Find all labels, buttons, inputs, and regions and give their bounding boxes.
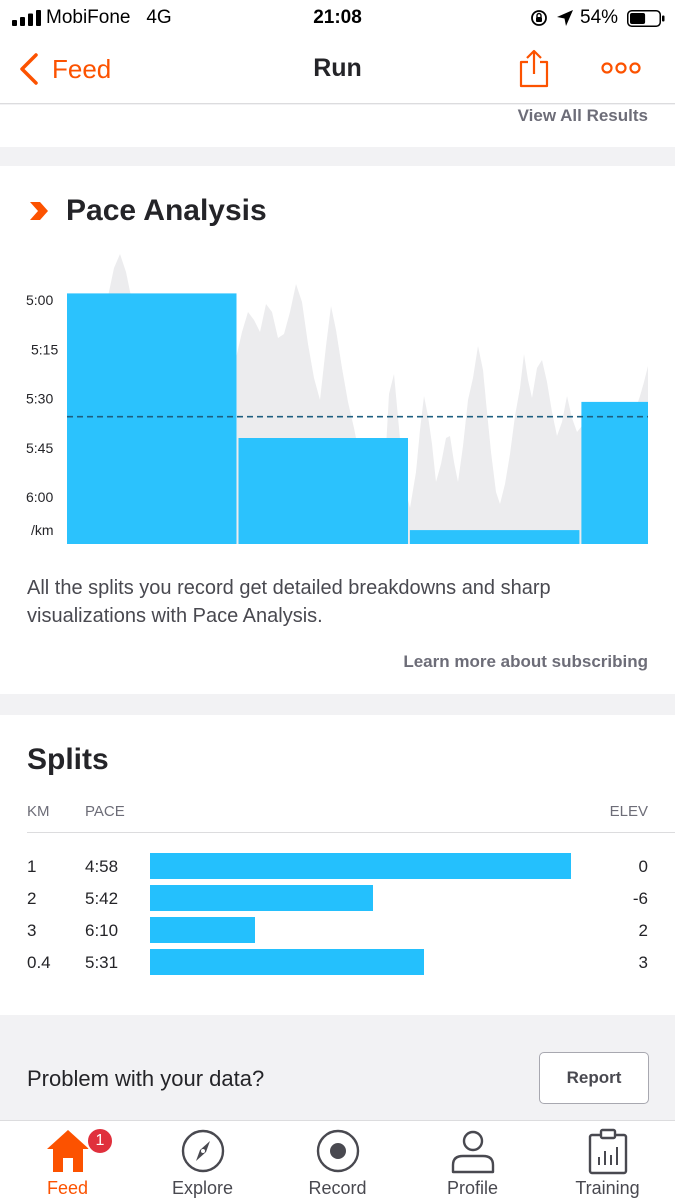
tab-explore[interactable]: Explore xyxy=(135,1121,270,1200)
pace-analysis-title: Pace Analysis xyxy=(66,194,267,227)
split-elev: 0 xyxy=(638,857,648,876)
split-pace: 6:10 xyxy=(85,921,119,940)
split-pace-bar xyxy=(150,949,424,975)
table-row: 1 4:58 0 xyxy=(0,852,675,884)
pace-bar xyxy=(67,293,237,544)
pace-analysis-description: All the splits you record get detailed b… xyxy=(27,577,551,627)
pace-bar xyxy=(409,530,580,544)
tab-training[interactable]: Training xyxy=(540,1121,675,1200)
y-tick-label: 5:45 xyxy=(26,440,53,456)
pace-axis: 5:00 5:15 5:30 5:45 6:00 /km xyxy=(26,292,58,538)
home-icon xyxy=(47,1130,89,1172)
pace-bars xyxy=(67,293,648,544)
divider xyxy=(27,832,675,833)
split-km: 1 xyxy=(27,857,37,876)
status-bar: MobiFone 4G 21:08 54% xyxy=(0,0,675,36)
split-elev: 3 xyxy=(638,953,648,972)
splits-card: Splits KM PACE ELEV 1 4:58 0 2 5:42 -6 3… xyxy=(0,715,675,1015)
pace-chart: 5:00 5:15 5:30 5:45 6:00 /km xyxy=(26,254,648,544)
summit-chevron-icon xyxy=(30,202,48,220)
status-time: 21:08 xyxy=(313,7,362,28)
training-icon xyxy=(588,1128,628,1175)
learn-more-subscribing-link[interactable]: Learn more about subscribing xyxy=(403,652,648,671)
y-tick-label: 5:00 xyxy=(26,292,53,308)
pace-analysis-card: Pace Analysis 5:00 5:15 5:30 5:45 6:00 /… xyxy=(0,166,675,694)
splits-header-elev: ELEV xyxy=(609,803,648,820)
pace-bar xyxy=(581,401,648,544)
tab-label: Profile xyxy=(446,1178,499,1198)
y-tick-label: 5:15 xyxy=(31,341,58,357)
split-pace-bar xyxy=(150,853,571,879)
chevron-left-icon xyxy=(20,53,38,85)
splits-header-km: KM xyxy=(27,803,50,820)
table-row: 3 6:10 2 xyxy=(0,916,675,948)
pace-analysis-header: Pace Analysis xyxy=(28,194,267,228)
y-tick-label: 6:00 xyxy=(26,489,53,505)
tab-record[interactable]: Record xyxy=(270,1121,405,1200)
split-pace: 4:58 xyxy=(85,857,119,876)
split-km: 3 xyxy=(27,921,37,940)
share-icon[interactable] xyxy=(518,48,550,88)
pace-bar xyxy=(238,438,408,544)
tab-label: Record xyxy=(308,1178,367,1198)
tab-feed[interactable]: 1 Feed xyxy=(0,1121,135,1200)
tab-label: Explore xyxy=(171,1178,234,1198)
split-km: 0.4 xyxy=(27,953,51,972)
table-row: 0.4 5:31 3 xyxy=(0,948,675,980)
tab-label: Training xyxy=(575,1178,640,1198)
y-tick-label: 5:30 xyxy=(26,391,53,407)
tab-label: Feed xyxy=(46,1178,89,1198)
notification-badge: 1 xyxy=(86,1127,114,1155)
split-pace: 5:42 xyxy=(85,889,119,908)
compass-icon xyxy=(181,1129,225,1173)
split-pace-bar xyxy=(150,885,374,911)
split-pace-bar xyxy=(150,917,256,943)
back-button[interactable]: Feed xyxy=(18,52,111,86)
splits-header-row: KM PACE ELEV xyxy=(0,803,675,833)
y-unit-label: /km xyxy=(31,522,54,538)
report-button[interactable]: Report xyxy=(539,1052,649,1104)
table-row: 2 5:42 -6 xyxy=(0,884,675,916)
location-arrow-icon xyxy=(557,10,573,26)
record-icon xyxy=(316,1129,360,1173)
tab-profile[interactable]: Profile xyxy=(405,1121,540,1200)
rotation-lock-icon xyxy=(531,10,547,26)
view-all-results-link[interactable]: View All Results xyxy=(517,106,648,125)
results-card: View All Results xyxy=(0,105,675,147)
more-options-icon[interactable] xyxy=(600,58,642,78)
split-km: 2 xyxy=(27,889,37,908)
splits-header-pace: PACE xyxy=(85,803,125,820)
split-pace: 5:31 xyxy=(85,953,119,972)
tab-bar: 1 Feed Explore Record Profile xyxy=(0,1120,675,1200)
battery-icon xyxy=(627,10,665,27)
split-bar-track xyxy=(150,949,571,975)
profile-icon xyxy=(451,1130,495,1174)
nav-bar: Feed Run xyxy=(0,36,675,104)
battery-percent: 54% xyxy=(580,7,619,28)
signal-strength-icon xyxy=(12,10,41,26)
back-label: Feed xyxy=(52,53,112,84)
split-bar-track xyxy=(150,917,571,943)
split-elev: -6 xyxy=(632,889,648,908)
splits-title: Splits xyxy=(27,743,109,776)
problem-card: Problem with your data? Report xyxy=(0,1035,675,1120)
split-elev: 2 xyxy=(638,921,648,940)
split-bar-track xyxy=(150,885,571,911)
split-bar-track xyxy=(150,853,571,879)
carrier-label: MobiFone 4G xyxy=(46,7,172,28)
problem-with-data-text: Problem with your data? xyxy=(27,1066,265,1091)
